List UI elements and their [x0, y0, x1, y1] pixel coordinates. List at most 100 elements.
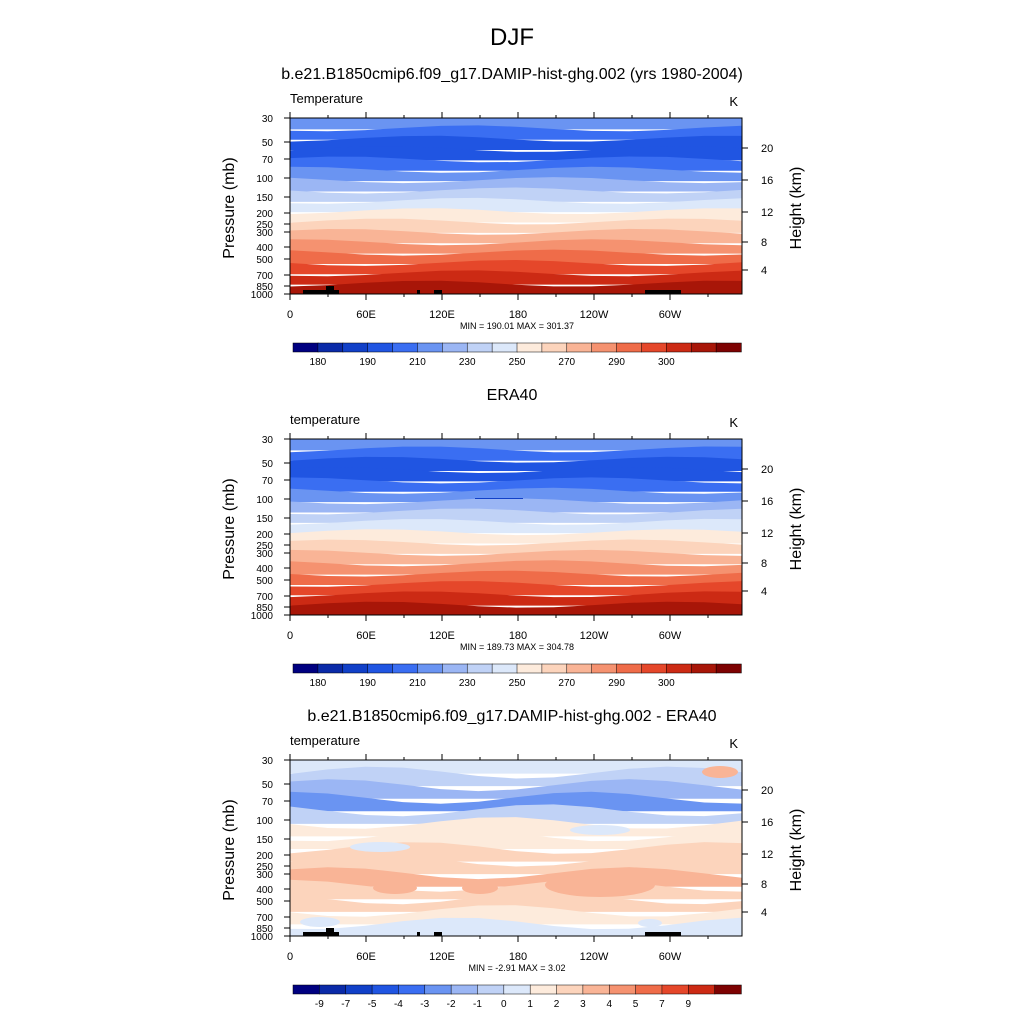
- y-tick-label: 850: [256, 282, 273, 293]
- y-tick-label: 200: [256, 851, 273, 862]
- contour-band: [290, 260, 742, 275]
- contour-band: [290, 560, 742, 575]
- y-right-axis-label: Height (km): [788, 809, 805, 892]
- y-tick-label: 400: [256, 243, 273, 254]
- y-right-tick-label: 16: [761, 496, 773, 508]
- y-axis-label: Pressure (mb): [221, 478, 238, 579]
- y-right-tick-label: 20: [761, 143, 773, 155]
- units-label: K: [729, 94, 738, 109]
- colorbar-label: 290: [608, 678, 625, 689]
- colorbar-swatch: [715, 663, 742, 674]
- colorbar-swatch: [317, 342, 344, 353]
- colorbar-swatch: [417, 663, 443, 674]
- colorbar-label: 270: [558, 678, 575, 689]
- y-tick-label: 700: [256, 592, 273, 603]
- contour-blob: [702, 766, 738, 778]
- colorbar-swatch: [450, 984, 479, 995]
- contour-band: [290, 177, 742, 192]
- colorbar-swatch: [641, 342, 667, 353]
- y-tick-label: 500: [256, 576, 273, 587]
- contour-band: [290, 549, 742, 565]
- colorbar-swatch: [367, 342, 394, 353]
- colorbar-swatch: [666, 342, 692, 353]
- x-tick-label: 60E: [356, 309, 376, 321]
- x-tick-label: 0: [287, 309, 293, 321]
- y-right-tick-label: 20: [761, 785, 773, 797]
- units-label: K: [729, 415, 738, 430]
- y-tick-label: 250: [256, 541, 273, 552]
- y-tick-label: 500: [256, 255, 273, 266]
- contour-band: [290, 539, 742, 554]
- colorbar-swatch: [541, 342, 568, 353]
- colorbar-swatch: [616, 342, 643, 353]
- y-right-tick-label: 8: [761, 237, 767, 249]
- colorbar-swatch: [516, 342, 543, 353]
- x-tick-label: 0: [287, 630, 293, 642]
- colorbar-label: 4: [606, 999, 612, 1010]
- colorbar-swatch: [661, 984, 689, 995]
- colorbar-swatch: [529, 984, 558, 995]
- colorbar-swatch: [541, 663, 568, 674]
- colorbar-swatch: [635, 984, 663, 995]
- y-tick-label: 250: [256, 862, 273, 873]
- contour-band: [290, 487, 742, 503]
- contour-line: [475, 498, 523, 499]
- colorbar-label: 230: [459, 357, 476, 368]
- contour-band: [290, 804, 742, 824]
- y-right-tick-label: 16: [761, 817, 773, 829]
- y-tick-label: 700: [256, 913, 273, 924]
- variable-label: temperature: [290, 412, 360, 427]
- y-tick-label: 70: [262, 476, 274, 487]
- colorbar-label: -4: [394, 999, 403, 1010]
- colorbar-swatch: [503, 984, 531, 995]
- y-right-tick-label: 8: [761, 879, 767, 891]
- contour-band: [290, 570, 742, 585]
- colorbar-swatch: [666, 663, 692, 674]
- y-right-tick-label: 12: [761, 207, 773, 219]
- x-tick-label: 0: [287, 951, 293, 963]
- colorbar-swatch: [566, 342, 593, 353]
- plot-frame: [289, 117, 743, 295]
- colorbar-swatch: [292, 984, 321, 995]
- y-tick-label: 1000: [251, 932, 274, 943]
- x-tick-label: 120E: [429, 951, 455, 963]
- stats-text: MIN = 189.73 MAX = 304.78: [460, 642, 574, 652]
- colorbar-label: 250: [509, 678, 526, 689]
- contour-blob: [350, 842, 410, 852]
- x-tick-label: 120E: [429, 630, 455, 642]
- colorbar-swatch: [371, 984, 400, 995]
- contour-band: [290, 905, 742, 925]
- y-tick-label: 850: [256, 924, 273, 935]
- contour-band: [290, 477, 742, 492]
- contour-blob: [570, 825, 630, 835]
- colorbar-swatch: [491, 342, 518, 353]
- y-tick-label: 150: [256, 193, 273, 204]
- colorbar-label: -7: [341, 999, 350, 1010]
- colorbar-swatch: [392, 342, 419, 353]
- colorbar-swatch: [345, 984, 373, 995]
- x-tick-label: 180: [509, 309, 527, 321]
- colorbar-swatch: [582, 984, 610, 995]
- colorbar-label: 180: [310, 678, 327, 689]
- y-tick-label: 850: [256, 603, 273, 614]
- colorbar-label: 210: [409, 678, 426, 689]
- y-tick-label: 1000: [251, 290, 274, 301]
- colorbar-label: 300: [658, 357, 675, 368]
- colorbar-label: 0: [501, 999, 507, 1010]
- contour-fill: [290, 439, 742, 615]
- figure-title: DJF: [490, 24, 534, 51]
- y-right-axis-label: Height (km): [788, 488, 805, 571]
- contour-band: [290, 817, 742, 837]
- contour-band: [290, 498, 742, 513]
- contour-blob: [300, 917, 340, 927]
- contour-band: [290, 791, 742, 812]
- y-tick-label: 250: [256, 220, 273, 231]
- x-tick-label: 60W: [659, 630, 682, 642]
- panel-title: b.e21.B1850cmip6.f09_g17.DAMIP-hist-ghg.…: [307, 708, 716, 725]
- colorbar-swatch: [491, 663, 518, 674]
- colorbar-label: 210: [409, 357, 426, 368]
- y-tick-label: 100: [256, 174, 273, 185]
- contour-band: [290, 166, 742, 182]
